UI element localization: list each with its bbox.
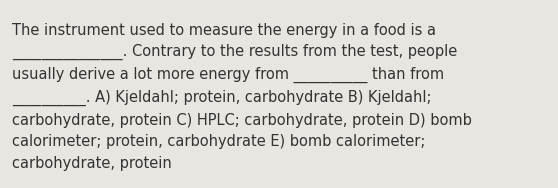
Text: The instrument used to measure the energy in a food is a
_______________. Contra: The instrument used to measure the energ… (12, 23, 472, 171)
